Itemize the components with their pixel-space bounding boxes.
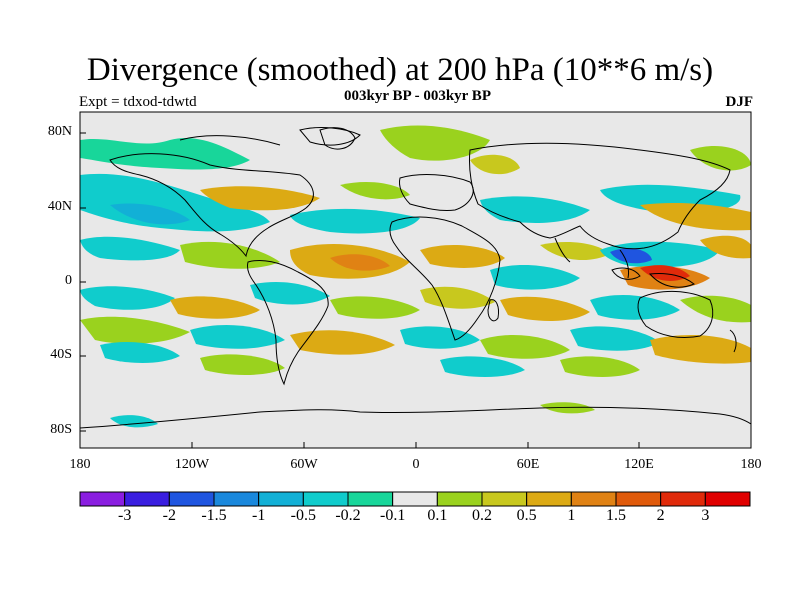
colorbar-swatch <box>481 491 528 507</box>
colorbar-label: 2 <box>656 507 665 524</box>
colorbar-swatch <box>124 491 170 507</box>
lon-label-60w: 60W <box>290 457 318 472</box>
coastlines <box>80 127 751 429</box>
colorbar-swatch <box>660 491 706 507</box>
colorbar-label: -2 <box>162 507 176 524</box>
lat-label-40n: 40N <box>47 199 72 214</box>
lon-label-180e: 180 <box>740 457 762 472</box>
lon-label-120w: 120W <box>174 457 210 472</box>
colorbar-swatch <box>168 491 215 507</box>
colorbar-swatch <box>526 491 572 507</box>
lat-label-40s: 40S <box>50 347 72 362</box>
colorbar-swatch <box>436 491 483 507</box>
colorbar-swatch <box>704 491 751 507</box>
lon-label-180w: 180 <box>69 457 91 472</box>
axis-ticks <box>79 132 752 448</box>
colorbar-label: 3 <box>701 507 710 524</box>
lat-label-0: 0 <box>65 273 72 288</box>
colorbar-swatch <box>392 491 438 507</box>
lat-label-80n: 80N <box>47 124 72 139</box>
colorbar-label: 0.2 <box>472 507 492 524</box>
colorbar-swatch <box>79 491 126 507</box>
contour-field <box>80 112 751 448</box>
colorbar-swatch <box>302 491 349 507</box>
colorbar-label: -3 <box>117 507 132 524</box>
colorbar-label: -0.2 <box>335 507 361 524</box>
colorbar <box>79 491 751 507</box>
colorbar-label: -0.1 <box>379 507 406 524</box>
colorbar-label: 0.1 <box>427 507 448 524</box>
colorbar-swatch <box>347 491 394 507</box>
colorbar-swatch <box>570 491 617 507</box>
experiment-label: Expt = tdxod-tdwtd <box>79 94 197 110</box>
colorbar-label: 0.5 <box>516 507 537 524</box>
lon-label-0: 0 <box>412 457 420 472</box>
colorbar-label: -1.5 <box>201 507 227 524</box>
colorbar-label: 1 <box>567 507 576 524</box>
map-subtitle: 003kyr BP - 003kyr BP <box>344 88 491 104</box>
colorbar-label: -0.5 <box>290 507 316 524</box>
map-title: Divergence (smoothed) at 200 hPa (10**6 … <box>86 52 714 88</box>
lon-label-60e: 60E <box>516 457 540 472</box>
colorbar-swatch <box>213 491 260 507</box>
lon-label-120e: 120E <box>624 457 654 472</box>
colorbar-label: 1.5 <box>606 507 626 524</box>
lat-label-80s: 80S <box>50 422 72 437</box>
colorbar-swatch <box>615 491 662 507</box>
season-label: DJF <box>725 94 754 110</box>
colorbar-swatch <box>258 491 304 507</box>
colorbar-label: -1 <box>251 507 266 524</box>
